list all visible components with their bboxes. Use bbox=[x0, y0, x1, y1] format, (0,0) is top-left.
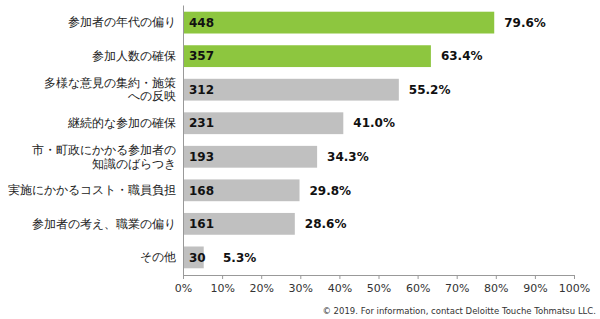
count-label: 193 bbox=[189, 150, 214, 164]
x-tick: 50% bbox=[367, 275, 391, 295]
x-tick: 10% bbox=[210, 275, 234, 295]
y-axis: 参加者の年代の偏り参加人数の確保多様な意見の集約・施策への反映継続的な参加の確保… bbox=[8, 6, 184, 276]
x-tick: 60% bbox=[406, 275, 430, 295]
bar bbox=[183, 79, 399, 101]
annotation: © 2019. For information, contact Deloitt… bbox=[322, 306, 596, 316]
bar bbox=[183, 112, 343, 134]
x-tick: 0% bbox=[175, 275, 192, 295]
x-tick-mark bbox=[418, 275, 419, 279]
x-tick-mark bbox=[222, 275, 223, 279]
y-tick: 参加人数の確保 bbox=[92, 49, 176, 63]
y-tick: 参加者の考え、職業の偏り bbox=[32, 217, 176, 231]
y-tick-label-line: 参加者の考え、職業の偏り bbox=[32, 217, 176, 231]
x-tick-label: 70% bbox=[445, 282, 469, 295]
x-tick: 80% bbox=[484, 275, 508, 295]
x-tick-mark bbox=[379, 275, 380, 279]
y-tick-label-line: 参加人数の確保 bbox=[92, 49, 176, 63]
bar bbox=[183, 213, 295, 235]
plot-area: 0% 10% 20% 30% 40% 50% 60% 70% 80% 90% 100% 参加者の年代の… bbox=[8, 6, 590, 295]
x-tick-mark bbox=[183, 275, 184, 279]
bar bbox=[183, 179, 300, 201]
value-label: 29.8% bbox=[310, 184, 352, 198]
x-axis: 0% 10% 20% 30% 40% 50% 60% 70% 80% 90% 100% bbox=[175, 275, 590, 295]
x-tick-mark bbox=[300, 275, 301, 279]
y-tick: 参加者の年代の偏り bbox=[68, 15, 176, 29]
count-label: 161 bbox=[189, 217, 214, 231]
x-tick-label: 50% bbox=[367, 282, 391, 295]
y-tick-label: 参加者の年代の偏り bbox=[68, 15, 176, 29]
x-tick: 70% bbox=[445, 275, 469, 295]
x-tick-mark bbox=[261, 275, 262, 279]
bar bbox=[183, 146, 317, 168]
y-tick-label-line: 継続的な参加の確保 bbox=[67, 116, 176, 130]
y-tick: 実施にかかるコスト・職員負担 bbox=[8, 183, 176, 197]
y-tick-label-line: への反映 bbox=[128, 89, 176, 103]
y-tick-label: 参加者の考え、職業の偏り bbox=[32, 217, 176, 231]
x-tick: 30% bbox=[289, 275, 313, 295]
y-tick: その他 bbox=[140, 250, 176, 264]
x-tick-mark bbox=[496, 275, 497, 279]
value-label: 55.2% bbox=[409, 83, 451, 97]
value-label: 28.6% bbox=[305, 217, 347, 231]
y-tick-label-line: 市・町政にかかる参加者の bbox=[32, 143, 176, 157]
count-label: 231 bbox=[189, 116, 214, 130]
y-tick-label-line: 多様な意見の集約・施策 bbox=[44, 76, 176, 90]
x-tick-label: 90% bbox=[523, 282, 547, 295]
y-tick: 継続的な参加の確保 bbox=[67, 116, 176, 130]
x-tick-label: 20% bbox=[249, 282, 273, 295]
bars bbox=[183, 12, 494, 269]
y-tick-label: 継続的な参加の確保 bbox=[67, 116, 176, 130]
y-tick-label: 参加人数の確保 bbox=[92, 49, 176, 63]
bar bbox=[183, 12, 494, 34]
x-tick-mark bbox=[574, 275, 575, 279]
y-tick-label-line: 実施にかかるコスト・職員負担 bbox=[8, 183, 176, 197]
x-tick-label: 30% bbox=[289, 282, 313, 295]
value-label: 79.6% bbox=[504, 16, 546, 30]
x-tick-label: 10% bbox=[210, 282, 234, 295]
y-tick-label-line: 参加者の年代の偏り bbox=[68, 15, 176, 29]
y-tick: 多様な意見の集約・施策への反映 bbox=[44, 76, 176, 104]
value-label: 34.3% bbox=[327, 150, 369, 164]
y-axis-line bbox=[183, 6, 184, 276]
value-label: 63.4% bbox=[441, 49, 483, 63]
x-tick-mark bbox=[339, 275, 340, 279]
value-label: 41.0% bbox=[353, 116, 395, 130]
y-tick-label: 多様な意見の集約・施策への反映 bbox=[44, 76, 176, 104]
chart-container: 0% 10% 20% 30% 40% 50% 60% 70% 80% 90% 100% 参加者の年代の… bbox=[0, 0, 600, 319]
bar bbox=[183, 45, 431, 67]
count-label: 30 bbox=[189, 251, 206, 265]
y-tick-label-line: その他 bbox=[140, 250, 176, 264]
x-tick: 90% bbox=[523, 275, 547, 295]
x-tick: 100% bbox=[559, 275, 590, 295]
y-tick-label-line: 知識のばらつき bbox=[92, 157, 176, 171]
chart-svg: 0% 10% 20% 30% 40% 50% 60% 70% 80% 90% 100% 参加者の年代の… bbox=[0, 0, 600, 319]
y-tick-label: 実施にかかるコスト・職員負担 bbox=[8, 183, 176, 197]
x-tick-label: 80% bbox=[484, 282, 508, 295]
x-tick-label: 40% bbox=[328, 282, 352, 295]
x-tick-mark bbox=[457, 275, 458, 279]
y-tick-label: 市・町政にかかる参加者の知識のばらつき bbox=[32, 143, 176, 171]
x-tick-mark bbox=[535, 275, 536, 279]
x-tick: 20% bbox=[249, 275, 273, 295]
x-tick-label: 0% bbox=[175, 282, 192, 295]
count-label: 312 bbox=[189, 83, 214, 97]
x-tick-label: 60% bbox=[406, 282, 430, 295]
count-label: 168 bbox=[189, 184, 214, 198]
data-labels: 448 357 312 231 193 168 161 30 79.6% 63.4% 55.2% 41… bbox=[189, 16, 546, 265]
count-label: 448 bbox=[189, 16, 214, 30]
y-tick-label: その他 bbox=[140, 250, 176, 264]
x-tick-label: 100% bbox=[559, 282, 590, 295]
y-tick: 市・町政にかかる参加者の知識のばらつき bbox=[32, 143, 176, 171]
count-label: 357 bbox=[189, 49, 214, 63]
x-axis-line bbox=[184, 276, 575, 280]
x-tick: 40% bbox=[328, 275, 352, 295]
value-label: 5.3% bbox=[223, 251, 256, 265]
